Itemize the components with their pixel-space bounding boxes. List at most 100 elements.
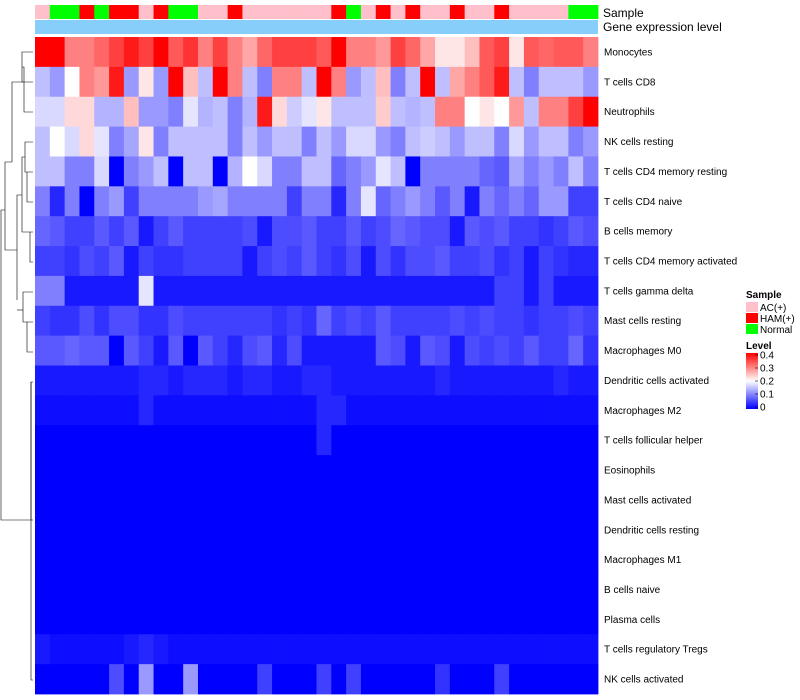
heatmap-cell — [109, 305, 125, 337]
heatmap-cell — [479, 275, 495, 307]
heatmap-cell — [49, 216, 66, 247]
sample-cell — [212, 5, 229, 19]
heatmap-cell — [390, 96, 406, 127]
heatmap-cell — [435, 365, 451, 396]
heatmap-cell — [360, 574, 377, 605]
heatmap-cell — [538, 604, 554, 635]
heatmap-cell — [94, 425, 110, 456]
heatmap-cell — [197, 305, 214, 337]
sample-legend-label: AC(+) — [760, 303, 786, 314]
heatmap-cell — [538, 365, 554, 396]
heatmap-cell — [272, 37, 288, 68]
sample-cell — [257, 5, 273, 19]
heatmap-cell — [212, 305, 229, 337]
heatmap-cell — [138, 365, 154, 396]
heatmap-cell — [464, 455, 480, 486]
heatmap-cell — [568, 275, 584, 307]
heatmap-cell — [94, 484, 110, 516]
heatmap-cell — [153, 634, 169, 665]
row-label: Macrophages M2 — [604, 406, 682, 417]
heatmap-cell — [49, 275, 66, 307]
heatmap-cell — [168, 574, 184, 605]
heatmap-cell — [257, 634, 273, 665]
heatmap-cell — [479, 186, 495, 217]
sample-cell — [420, 5, 436, 19]
heatmap-cell — [316, 126, 332, 157]
heatmap-cell — [449, 246, 466, 277]
heatmap-cell — [405, 365, 421, 396]
heatmap-cell — [331, 305, 347, 337]
heatmap-cell — [435, 66, 451, 98]
heatmap-cell — [138, 544, 154, 575]
heatmap-cell — [523, 604, 540, 635]
heatmap-cell — [94, 186, 110, 217]
heatmap-cell — [153, 246, 169, 277]
heatmap-cell — [405, 37, 421, 68]
heatmap-cell — [212, 484, 229, 516]
heatmap-cell — [94, 574, 110, 605]
heatmap-cell — [479, 395, 495, 426]
heatmap-cell — [123, 246, 140, 277]
heatmap-cell — [49, 634, 66, 665]
heatmap-cell — [553, 216, 569, 247]
heatmap-cell — [168, 96, 184, 127]
heatmap-cell — [109, 544, 125, 575]
heatmap-cell — [197, 544, 214, 575]
heatmap-cell — [153, 37, 169, 68]
heatmap-cell — [153, 664, 169, 695]
heatmap-cell — [138, 246, 154, 277]
heatmap-cell — [197, 455, 214, 486]
heatmap-cell — [168, 365, 184, 396]
heatmap-cell — [449, 425, 466, 456]
heatmap-cell — [197, 216, 214, 247]
heatmap-cell — [153, 425, 169, 456]
heatmap-cell — [316, 66, 332, 98]
heatmap-cell — [390, 216, 406, 247]
heatmap-cell — [360, 544, 377, 575]
sample-cell — [35, 5, 51, 19]
heatmap-cell — [553, 66, 569, 98]
heatmap-cell — [64, 186, 80, 217]
heatmap-cell — [168, 664, 184, 695]
heatmap-cell — [420, 126, 436, 157]
heatmap-cell — [509, 425, 525, 456]
heatmap-cell — [523, 66, 540, 98]
heatmap-cell — [405, 634, 421, 665]
heatmap-cell — [64, 37, 80, 68]
heatmap-cell — [553, 514, 569, 546]
heatmap-cell — [316, 574, 332, 605]
heatmap-cell — [35, 66, 51, 98]
heatmap-cell — [168, 66, 184, 98]
heatmap-cell — [64, 335, 80, 366]
heatmap-cell — [212, 514, 229, 546]
sample-cell — [286, 5, 303, 19]
heatmap-cell — [138, 216, 154, 247]
heatmap-cell — [435, 275, 451, 307]
heatmap-cell — [360, 156, 377, 187]
heatmap-cell — [212, 365, 229, 396]
heatmap-cell — [109, 664, 125, 695]
heatmap-cell — [49, 604, 66, 635]
sample-cell — [538, 5, 554, 19]
heatmap-cell — [553, 186, 569, 217]
heatmap-cell — [494, 156, 510, 187]
heatmap-cell — [538, 37, 554, 68]
heatmap-cell — [331, 37, 347, 68]
heatmap-cell — [153, 275, 169, 307]
heatmap-cell — [523, 156, 540, 187]
heatmap-cell — [242, 66, 258, 98]
heatmap-cell — [183, 246, 199, 277]
heatmap-cell — [346, 484, 362, 516]
heatmap-cell — [509, 275, 525, 307]
heatmap-cell — [316, 365, 332, 396]
heatmap-cell — [435, 216, 451, 247]
heatmap-cell — [272, 514, 288, 546]
heatmap-cell — [538, 544, 554, 575]
sample-legend-swatch — [746, 302, 758, 312]
heatmap-cell — [257, 574, 273, 605]
heatmap-cell — [405, 156, 421, 187]
level-tick-label: 0.4 — [760, 351, 774, 362]
heatmap-cell — [94, 96, 110, 127]
heatmap-cell — [168, 455, 184, 486]
